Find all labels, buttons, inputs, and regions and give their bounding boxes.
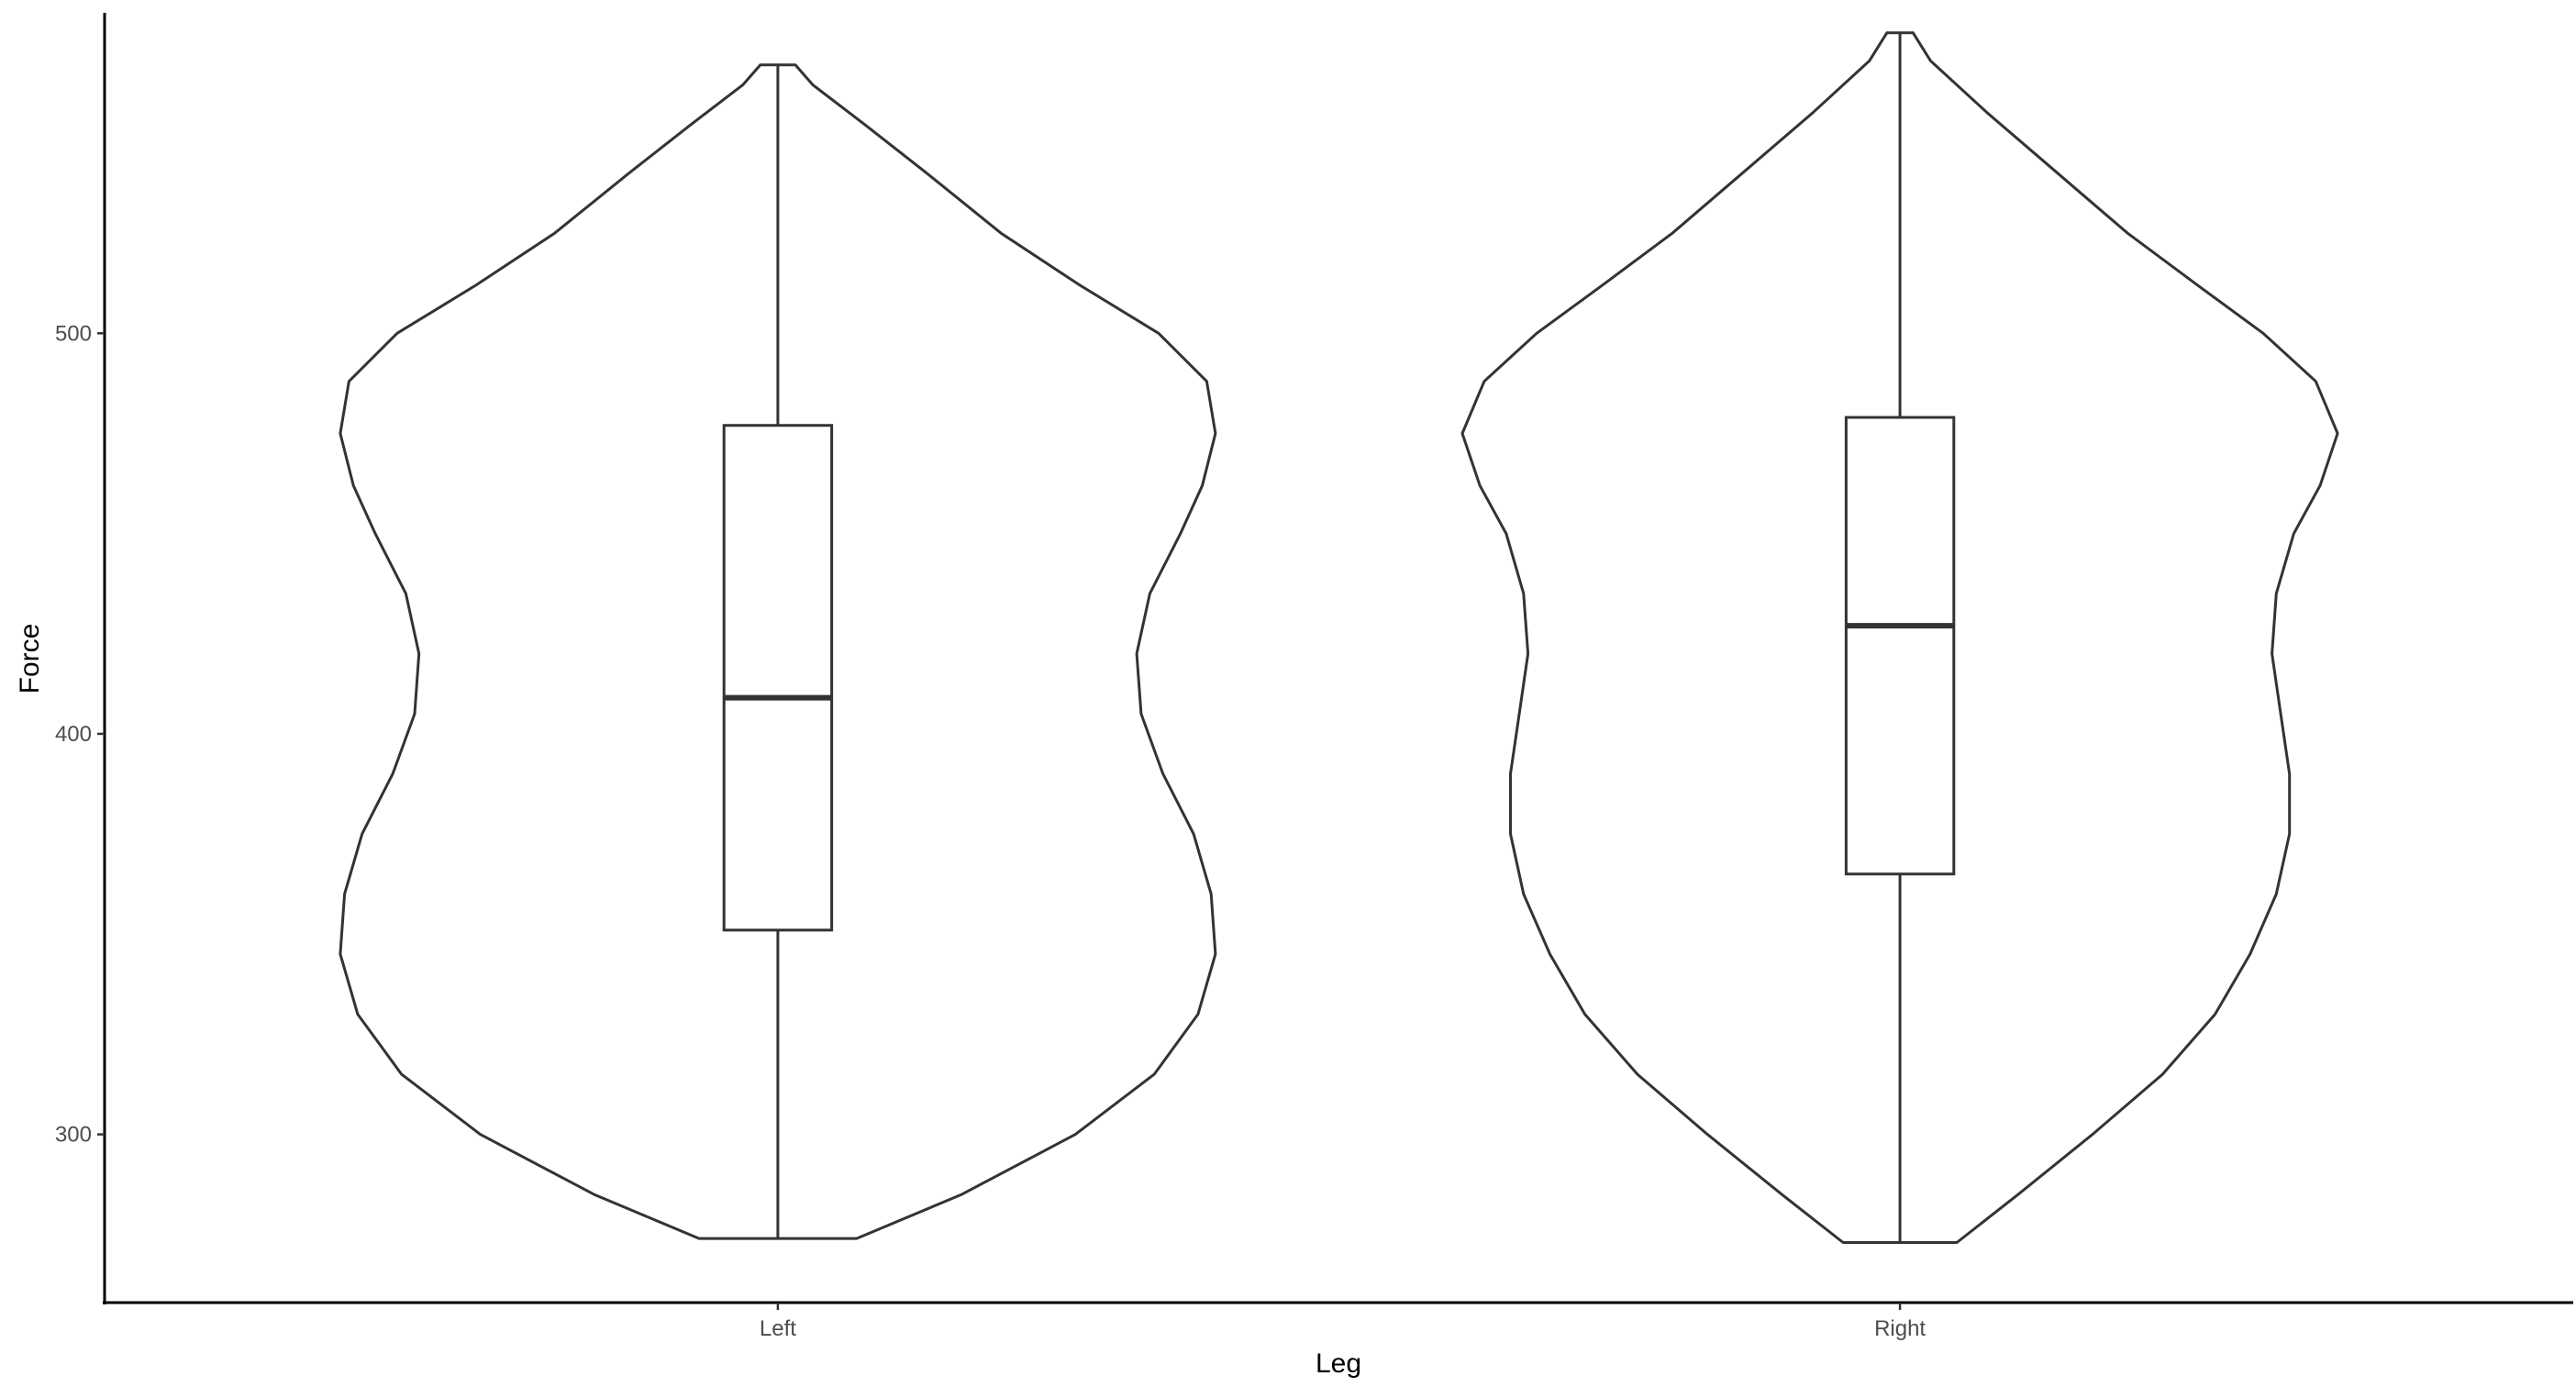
y-tick-label: 500 (55, 321, 92, 346)
violin-group-left (339, 63, 1217, 1240)
y-tick-label: 400 (55, 722, 92, 747)
violin-outline (339, 63, 1217, 1240)
y-tick-label: 300 (55, 1123, 92, 1148)
violin-outline (1460, 31, 2339, 1244)
x-tick-label: Right (1874, 1316, 1926, 1341)
x-axis-ticks: Left Right (760, 1303, 1926, 1341)
plot-area (339, 31, 2339, 1244)
y-axis-title: Force (15, 624, 45, 694)
x-tick-label: Left (760, 1316, 796, 1341)
violin-group-right (1460, 31, 2339, 1244)
x-axis-title: Leg (1316, 1348, 1361, 1379)
iqr-box (1844, 416, 1956, 876)
y-axis-ticks: 300 400 500 (55, 321, 105, 1148)
iqr-box (722, 424, 834, 932)
